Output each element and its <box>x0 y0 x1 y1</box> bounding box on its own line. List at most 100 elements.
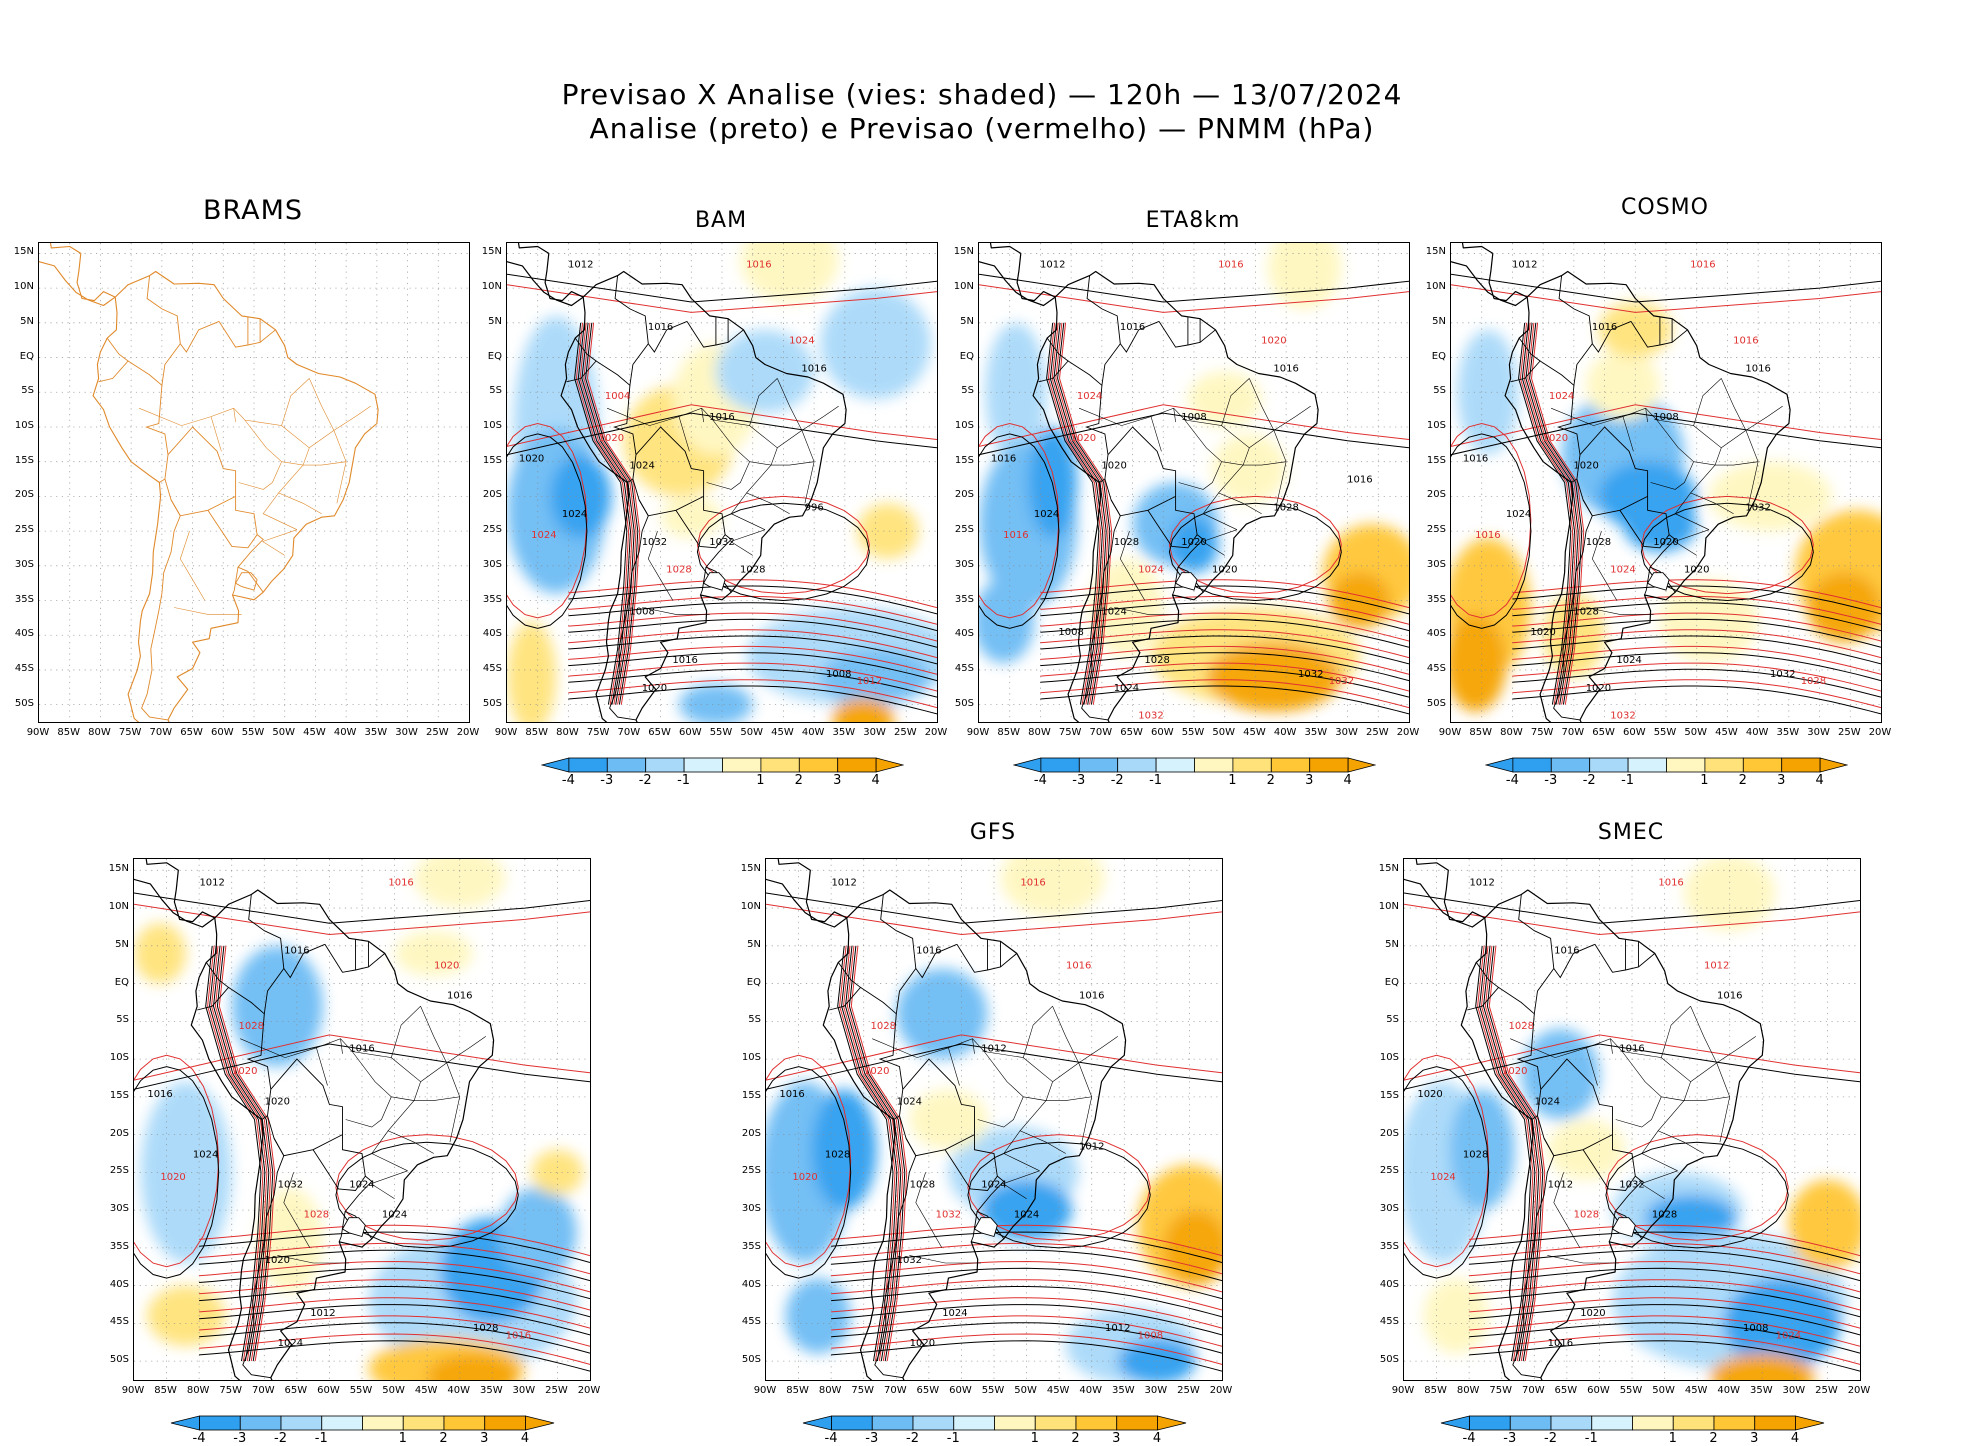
lat-tick-label: 5S <box>1433 385 1446 397</box>
analysis-isobar <box>1040 685 1409 715</box>
isobar-label: 1032 <box>936 1210 961 1221</box>
forecast-isobar <box>586 322 641 705</box>
lat-tick-label: 30S <box>109 1203 129 1215</box>
lat-tick-label: 10S <box>1426 419 1446 431</box>
analysis-isobar <box>507 412 937 456</box>
colorbar-label: 3 <box>480 1431 489 1446</box>
lat-tick-label: 20S <box>1379 1127 1399 1139</box>
analysis-isobar <box>1525 322 1579 705</box>
bias-area <box>257 1187 323 1294</box>
analysis-isobar <box>568 668 937 698</box>
lat-tick-label: 35S <box>741 1240 761 1252</box>
coastlines <box>39 243 379 722</box>
panel-title-gfs: GFS <box>969 820 1017 845</box>
isobar-label: 1024 <box>1114 683 1139 694</box>
isobar-label: 1020 <box>1502 1066 1527 1077</box>
lat-tick-label: 35S <box>1379 1240 1399 1252</box>
lon-tick-label: 55W <box>349 1385 373 1396</box>
lat-tick-label: 30S <box>954 558 974 570</box>
lat-tick-label: EQ <box>487 350 502 362</box>
isobar-label: 1016 <box>1120 322 1145 333</box>
colorbar-smec <box>1440 1415 1824 1431</box>
panel-title-smec: SMEC <box>1597 820 1665 845</box>
isobar-label: 1032 <box>1745 502 1770 513</box>
map-canvas-cosmo: 1012 1016 1016 1016 1020 1020 1024 1024 1028 1032… <box>1451 243 1881 722</box>
isobar-label: 1004 <box>605 391 630 402</box>
lon-tick-label: 70W <box>617 727 641 738</box>
isobar-label: 1024 <box>1535 1096 1560 1107</box>
lon-tick-label: 90W <box>1391 1385 1415 1396</box>
colorbar-label: -2 <box>1110 773 1124 788</box>
bias-area <box>1807 572 1881 643</box>
analysis-isobar <box>1605 1141 1789 1249</box>
forecast-isobar <box>766 1054 852 1268</box>
lat-tick-label: 5N <box>960 315 974 327</box>
colorbar-label: -1 <box>1621 773 1635 788</box>
isobar-label: 1028 <box>666 565 691 576</box>
bias-area <box>1449 1089 1515 1211</box>
lon-tick-label: 80W <box>1456 1385 1480 1396</box>
lon-tick-label: 50W <box>1684 727 1708 738</box>
analysis-isobars <box>766 892 1222 1372</box>
bias-area <box>1206 642 1342 712</box>
lat-tick-label: 15S <box>14 454 34 466</box>
analysis-isobar <box>1404 1066 1490 1279</box>
isobar-label: 1016 <box>1592 322 1617 333</box>
forecast-isobar <box>207 945 264 1362</box>
bias-area <box>414 859 506 909</box>
panel-title-bam: BAM <box>694 208 748 233</box>
forecast-isobar <box>1527 322 1581 705</box>
lon-tick-label: 45W <box>1684 1385 1708 1396</box>
colorbar-label: 4 <box>520 1431 530 1446</box>
analysis-isobar <box>831 1340 1222 1372</box>
analysis-isobar <box>1168 502 1342 602</box>
lon-tick-label: 25W <box>1815 1385 1838 1396</box>
lon-tick-label: 90W <box>966 727 990 738</box>
lon-tick-label: 65W <box>180 727 203 738</box>
analysis-isobar <box>1529 322 1583 705</box>
isobar-label: 1024 <box>942 1308 967 1319</box>
colorbar-label: -2 <box>1544 1431 1557 1446</box>
analysis-isobar <box>837 945 894 1362</box>
colorbar-label: 2 <box>1266 773 1275 788</box>
analysis-isobar <box>1404 892 1860 924</box>
colorbar-label: -3 <box>1503 1431 1517 1446</box>
analysis-isobar <box>199 1304 590 1336</box>
lat-tick-label: 10S <box>954 419 974 431</box>
lat-tick-label: 10S <box>1379 1052 1399 1064</box>
panel-title-cosmo: COSMO <box>1621 195 1709 220</box>
colorbar-swatch <box>644 757 684 773</box>
analysis-isobar <box>585 322 639 705</box>
lat-tick-label: 40S <box>954 628 974 640</box>
lat-tick-label: 50S <box>482 697 502 709</box>
isobar-label: 1032 <box>278 1179 303 1190</box>
country-borders <box>829 894 1118 1379</box>
analysis-isobar <box>568 685 937 715</box>
forecast-isobar <box>199 1333 590 1365</box>
panel-title-brams: BRAMS <box>202 195 304 226</box>
lon-tick-label: 90W <box>26 727 50 738</box>
colorbar-swatch <box>1704 757 1744 773</box>
lat-tick-label: 35S <box>1426 593 1446 605</box>
isobar-label: 1020 <box>519 454 544 465</box>
analysis-isobar <box>831 1322 1222 1354</box>
colorbar-label: 4 <box>871 773 880 788</box>
lat-tick-label: 15N <box>953 246 974 258</box>
lat-tick-label: 50S <box>1426 697 1446 709</box>
forecast-isobar <box>134 1054 220 1268</box>
bias-area <box>1788 1179 1860 1271</box>
forecast-isobar <box>1469 1224 1860 1257</box>
colorbar-swatch <box>198 1415 241 1431</box>
isobar-label: 1012 <box>1469 877 1494 888</box>
bias-area <box>785 1278 851 1354</box>
isobar-label: 1012 <box>1079 1142 1104 1153</box>
isobar-label: 1016 <box>709 412 734 423</box>
map-panel-gfs: 1012 1016 1016 1016 1020 1024 1028 1032 1028 1012… <box>765 858 1223 1381</box>
lat-tick-label: 40S <box>482 628 502 640</box>
forecast-isobar <box>1404 1054 1490 1268</box>
lon-tick-label: 20W <box>1209 1385 1233 1396</box>
lon-tick-label: 75W <box>1058 727 1082 738</box>
lon-tick-label: 80W <box>1500 727 1523 738</box>
colorbar-label: 1 <box>1228 773 1237 788</box>
analysis-isobar <box>831 1304 1222 1336</box>
